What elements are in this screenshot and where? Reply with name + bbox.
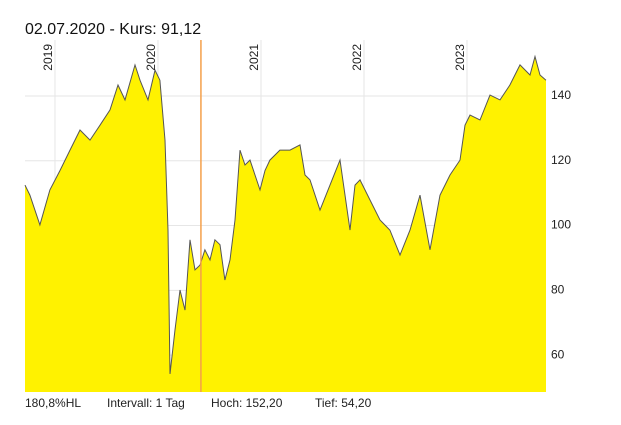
x-tick-label: 2019 [41,44,55,71]
y-tick-label: 80 [551,282,565,296]
y-tick-label: 120 [551,153,571,167]
price-line [24,54,547,374]
footer-item: 180,8%HL [25,396,81,410]
footer-item: Tief: 54,20 [315,396,372,410]
x-tick-label: 2023 [453,44,467,71]
x-tick-label: 2020 [144,44,158,71]
footer-item: Hoch: 152,20 [211,396,283,410]
area [25,56,546,392]
y-tick-label: 100 [551,218,571,232]
y-tick-label: 140 [551,88,571,102]
y-tick-label: 60 [551,347,565,361]
x-tick-label: 2022 [350,44,364,71]
x-tick-label: 2021 [247,44,261,71]
footer-item: Intervall: 1 Tag [107,396,185,410]
chart-title: 02.07.2020 - Kurs: 91,12 [25,21,201,38]
